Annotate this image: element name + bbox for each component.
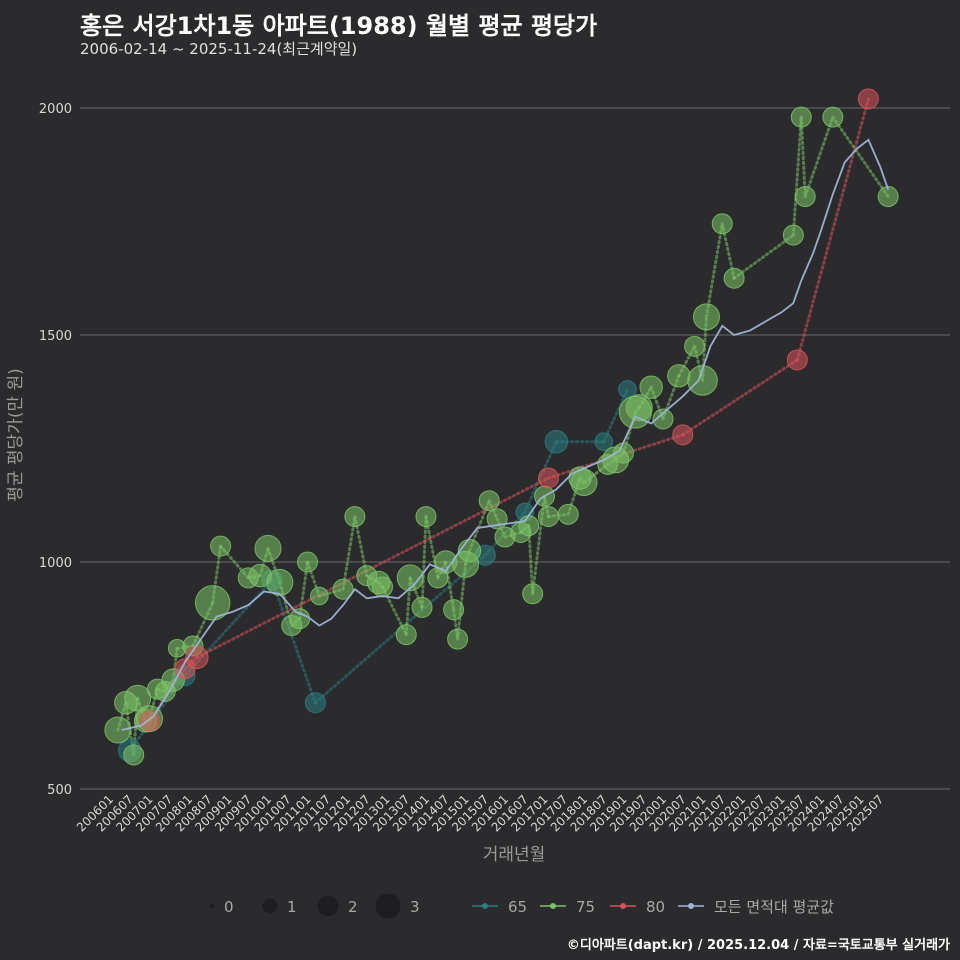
- average-line-path: [121, 138, 890, 731]
- y-axis-label: 평균 평당가(만 원): [6, 368, 26, 502]
- size-legend-dot: [209, 903, 215, 909]
- point-75: [687, 365, 718, 396]
- connector-75: [732, 233, 795, 280]
- y-tick-label: 1500: [39, 329, 72, 344]
- series-legend-dot: [688, 903, 694, 909]
- connector-75: [341, 515, 357, 591]
- data-points: [104, 88, 899, 766]
- page-title: 홍은 서강1차1동 아파트(1988) 월별 평균 평당가: [80, 12, 598, 40]
- connector-75: [799, 115, 807, 199]
- axis-ticks: 5001000150020002006012006072007012007072…: [39, 102, 886, 835]
- point-80: [139, 710, 160, 732]
- point-75: [310, 586, 329, 606]
- series-legend-label: 모든 면적대 평균값: [714, 898, 834, 916]
- size-legend-dot: [375, 893, 401, 919]
- point-75: [104, 716, 132, 744]
- series-legend-label: 75: [576, 898, 595, 916]
- point-75: [411, 596, 433, 618]
- connector-75: [831, 115, 890, 199]
- connector-75: [803, 115, 835, 199]
- connector-80: [795, 97, 870, 362]
- gridlines: [80, 107, 950, 790]
- connector-75: [791, 115, 803, 237]
- series-legend-label: 65: [508, 898, 527, 916]
- point-75: [518, 515, 540, 537]
- point-75: [415, 506, 437, 528]
- size-legend-label: 1: [287, 898, 297, 916]
- point-75: [123, 744, 145, 766]
- point-75: [652, 408, 674, 430]
- point-75: [692, 303, 720, 331]
- legend: 0 1 2 3 65 75 80 모든 면적대 평균값: [209, 893, 834, 919]
- series-legend-dot: [620, 903, 626, 909]
- series-legend-dot: [482, 903, 488, 909]
- point-75: [289, 608, 311, 630]
- point-75: [639, 375, 663, 399]
- page-subtitle: 2006-02-14 ~ 2025-11-24(최근계약일): [80, 40, 358, 58]
- point-75: [667, 364, 691, 388]
- point-75: [372, 576, 394, 598]
- size-legend-label: 0: [224, 898, 234, 916]
- size-legend-dot: [317, 895, 339, 917]
- connector-75: [704, 222, 724, 319]
- series-legend-dot: [550, 903, 556, 909]
- point-75: [794, 186, 816, 208]
- point-75: [124, 684, 152, 712]
- point-75: [344, 506, 366, 528]
- point-80: [537, 467, 559, 489]
- point-75: [443, 599, 465, 621]
- point-75: [723, 267, 745, 289]
- point-75: [395, 624, 417, 646]
- point-75: [822, 106, 844, 128]
- series-connectors: [116, 97, 890, 757]
- point-75: [266, 568, 294, 596]
- point-75: [625, 394, 653, 422]
- point-75: [790, 106, 812, 128]
- point-75: [457, 538, 482, 563]
- footer-credit: ©디아파트(dapt.kr) / 2025.12.04 / 자료=국토교통부 실…: [566, 938, 950, 953]
- connector-65: [602, 387, 629, 444]
- y-tick-label: 500: [47, 783, 72, 798]
- point-75: [332, 578, 354, 600]
- point-75: [254, 534, 282, 562]
- size-legend-dot: [262, 898, 278, 914]
- connector-65: [270, 578, 317, 705]
- point-65: [594, 432, 614, 451]
- y-tick-label: 1000: [39, 556, 72, 571]
- point-65: [544, 429, 569, 454]
- connector-75: [420, 515, 428, 609]
- point-75: [522, 583, 544, 605]
- point-80: [786, 349, 808, 371]
- point-80: [857, 88, 879, 110]
- size-legend-label: 3: [410, 898, 420, 916]
- point-80: [672, 424, 694, 446]
- point-75: [478, 490, 500, 512]
- point-75: [711, 213, 733, 235]
- x-axis-label: 거래년월: [483, 845, 546, 865]
- size-legend-label: 2: [348, 898, 358, 916]
- series-legend-label: 80: [646, 898, 665, 916]
- average-line: [121, 138, 890, 731]
- point-75: [684, 335, 706, 357]
- point-75: [557, 503, 579, 525]
- y-tick-label: 2000: [39, 102, 72, 117]
- point-75: [396, 564, 424, 592]
- point-65: [304, 692, 326, 714]
- connector-80: [681, 358, 799, 437]
- point-75: [447, 628, 469, 650]
- point-75: [297, 551, 318, 573]
- point-75: [537, 506, 559, 528]
- point-75: [210, 535, 232, 557]
- point-75: [782, 224, 804, 246]
- point-75: [877, 186, 899, 208]
- point-75: [195, 585, 231, 621]
- point-75: [570, 469, 598, 497]
